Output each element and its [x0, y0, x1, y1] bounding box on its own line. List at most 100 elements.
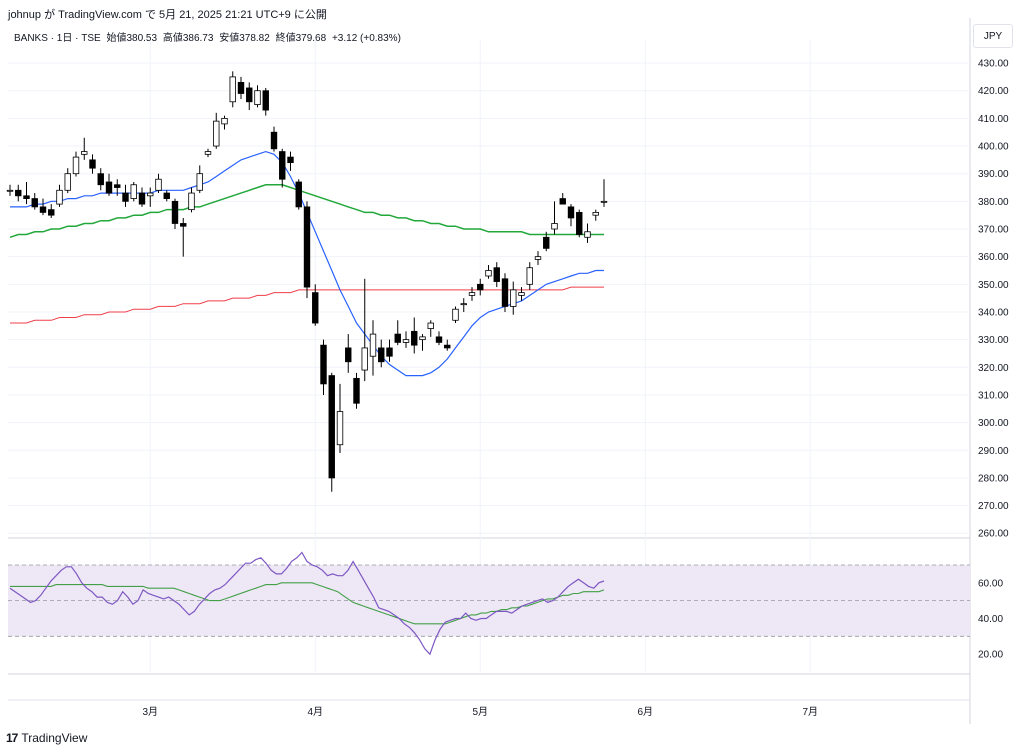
- candle-body: [31, 198, 38, 208]
- candle-body: [584, 231, 591, 238]
- candle-body: [526, 267, 533, 285]
- change-value: +3.12 (+0.83%): [331, 33, 401, 44]
- candle-body: [378, 347, 385, 363]
- low-label: 安値: [219, 33, 240, 44]
- price-tick-label: 430.00: [978, 59, 1009, 70]
- candle-body: [81, 151, 88, 155]
- price-tick-label: 280.00: [978, 473, 1009, 484]
- candle-body: [147, 192, 154, 197]
- rsi-tick-label: 20.00: [978, 650, 1003, 661]
- candle-body: [246, 87, 253, 103]
- open-label: 始値: [106, 33, 127, 44]
- candle-body: [171, 200, 179, 224]
- candle-body: [551, 223, 558, 230]
- candle-body: [39, 206, 47, 213]
- candle-body: [576, 212, 583, 235]
- candle-body: [468, 292, 476, 296]
- candle-body: [89, 159, 96, 169]
- price-tick-label: 320.00: [978, 363, 1009, 374]
- candle-body: [287, 156, 294, 164]
- candlestick-series: [6, 71, 608, 492]
- candle-body: [501, 278, 509, 307]
- rsi-tick-label: 40.00: [978, 614, 1003, 625]
- symbol-name[interactable]: BANKS · 1日 · TSE: [14, 33, 101, 44]
- tradingview-footer: 17 TradingView: [6, 731, 87, 745]
- candle-body: [477, 283, 484, 291]
- candle-body: [15, 189, 22, 197]
- candle-body: [328, 375, 335, 479]
- rsi-tick-label: 60.00: [978, 578, 1003, 589]
- candle-body: [559, 198, 566, 205]
- candle-body: [213, 120, 220, 147]
- candle-body: [72, 156, 80, 175]
- high-label: 高値: [162, 33, 183, 44]
- candle-body: [534, 256, 542, 260]
- candle-body: [254, 90, 261, 105]
- candle-body: [48, 209, 55, 216]
- candle-body: [493, 267, 500, 282]
- candle-body: [270, 131, 278, 150]
- candle-body: [592, 212, 599, 216]
- candle-body: [485, 270, 492, 277]
- candle-body: [386, 347, 393, 357]
- price-tick-label: 310.00: [978, 390, 1009, 401]
- price-tick-label: 390.00: [978, 169, 1009, 180]
- candle-body: [229, 76, 236, 103]
- price-tick-label: 360.00: [978, 252, 1009, 263]
- candle-body: [600, 200, 608, 203]
- candle-body: [460, 303, 467, 306]
- currency-button[interactable]: JPY: [973, 24, 1013, 48]
- price-tick-label: 270.00: [978, 501, 1009, 512]
- high-value: 386.73: [182, 33, 214, 44]
- ma-mid-line: [9, 184, 604, 239]
- candle-body: [543, 236, 550, 249]
- price-tick-label: 290.00: [978, 446, 1009, 457]
- candle-body: [97, 173, 104, 186]
- candle-body: [435, 336, 443, 343]
- candle-body: [427, 322, 434, 329]
- candle-body: [221, 117, 228, 125]
- low-value: 378.82: [239, 33, 270, 44]
- candle-body: [188, 192, 195, 211]
- price-axis: 260.00 270.00 280.00 290.00 300.00 310.00 320.…: [978, 59, 1009, 661]
- price-tick-label: 420.00: [978, 86, 1009, 97]
- candle-body: [345, 347, 352, 363]
- price-tick-label: 370.00: [978, 225, 1009, 236]
- price-tick-label: 400.00: [978, 142, 1009, 153]
- close-label: 終値: [275, 33, 296, 44]
- candle-body: [518, 292, 525, 296]
- symbol-legend: BANKS · 1日 · TSE 始値380.53 高値386.73 安値378…: [14, 29, 404, 44]
- price-tick-label: 330.00: [978, 335, 1009, 346]
- candle-body: [138, 192, 146, 205]
- candle-body: [353, 377, 360, 404]
- candle-body: [411, 330, 418, 346]
- time-axis: 3月 4月 5月 6月 7月: [142, 706, 818, 718]
- rsi-band: [8, 564, 970, 637]
- candle-body: [419, 336, 426, 341]
- rsi-ma-line: [10, 582, 605, 625]
- time-tick-label: 7月: [802, 706, 818, 718]
- tradingview-brand: TradingView: [21, 731, 88, 745]
- candle-body: [336, 411, 344, 446]
- candle-body: [320, 344, 327, 385]
- close-value: 379.68: [295, 33, 327, 44]
- candle-body: [402, 339, 410, 343]
- candle-body: [196, 173, 203, 191]
- price-tick-label: 340.00: [978, 307, 1009, 318]
- candle-body: [56, 189, 63, 205]
- publish-header: johnup が TradingView.com で 5月 21, 2025 2…: [8, 9, 327, 21]
- candle-body: [114, 184, 121, 188]
- candle-body: [163, 192, 170, 199]
- candle-body: [130, 184, 137, 199]
- price-tick-label: 350.00: [978, 280, 1009, 291]
- candle-body: [6, 189, 14, 192]
- tradingview-logo-icon: 17: [6, 731, 18, 745]
- candle-body: [155, 178, 162, 191]
- candle-body: [369, 333, 377, 357]
- candle-body: [105, 181, 113, 194]
- candle-body: [361, 347, 368, 371]
- candle-body: [237, 82, 245, 94]
- open-value: 380.53: [126, 33, 158, 44]
- candle-body: [122, 192, 129, 202]
